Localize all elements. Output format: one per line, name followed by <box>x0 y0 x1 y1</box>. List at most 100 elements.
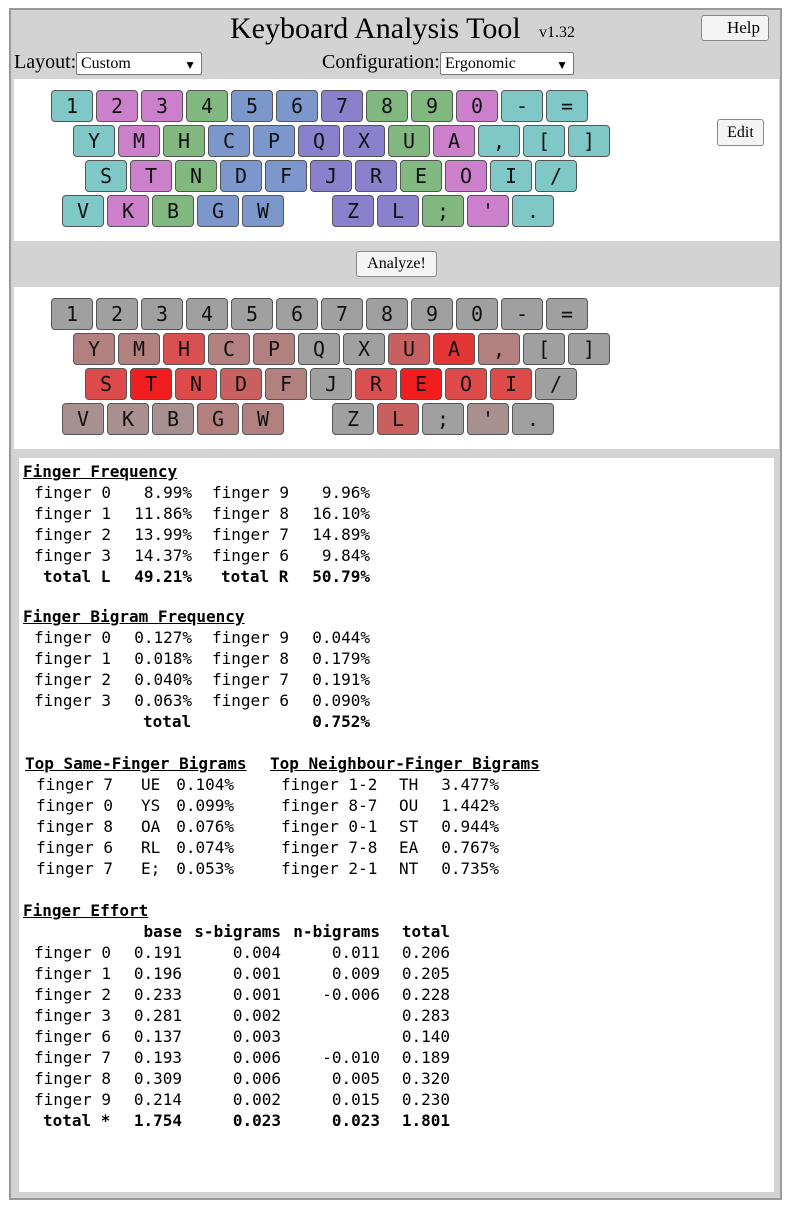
layout-key: 5 <box>231 90 273 122</box>
effort-column-header: n-bigrams <box>293 922 380 941</box>
bigram-total-value: 0.752% <box>312 712 370 731</box>
effort-value: 0.193 <box>133 1048 182 1067</box>
layout-key: W <box>242 195 284 227</box>
version-label: v1.32 <box>539 24 575 41</box>
heatmap-key: D <box>220 368 262 400</box>
effort-value: 0.015 <box>331 1090 380 1109</box>
layout-keyboard-panel: 1 2 3 4 5 6 7 8 9 0- = Y M H C P Q X U A,[] S T N D F J R E O I / V K B G W… <box>14 79 779 241</box>
effort-value: 0.011 <box>331 943 380 962</box>
help-button[interactable]: Help <box>701 15 769 41</box>
layout-key: U <box>388 125 430 157</box>
heatmap-key: P <box>253 333 295 365</box>
same-finger-label: finger 0 <box>36 796 114 815</box>
heatmap-key: ] <box>568 333 610 365</box>
layout-key: [ <box>523 125 565 157</box>
effort-value: 0.233 <box>133 985 182 1004</box>
effort-value: 0.206 <box>401 943 450 962</box>
finger-label: finger 0 <box>34 483 112 502</box>
layout-key: R <box>355 160 397 192</box>
heatmap-key: B <box>152 403 194 435</box>
edit-button[interactable]: Edit <box>717 119 764 146</box>
analyze-button[interactable]: Analyze! <box>356 251 437 277</box>
finger-label: finger 6 <box>34 1027 112 1046</box>
layout-key: 2 <box>96 90 138 122</box>
configuration-label: Configuration: <box>322 51 440 73</box>
configuration-select-value: Ergonomic <box>445 55 516 72</box>
layout-key: E <box>400 160 442 192</box>
bigram-total-label: total <box>143 712 192 731</box>
neighbour-finger-label: finger 7-8 <box>281 838 378 857</box>
bigram-value: 0.018% <box>134 649 192 668</box>
effort-value: 0.001 <box>232 985 281 1004</box>
heatmap-key: W <box>242 403 284 435</box>
frequency-value: 14.89% <box>312 525 370 544</box>
neighbour-finger-bigrams-title: Top Neighbour-Finger Bigrams <box>270 754 540 773</box>
finger-label: finger 3 <box>34 1006 112 1025</box>
layout-key: B <box>152 195 194 227</box>
chevron-down-icon: ▼ <box>184 58 196 72</box>
neighbour-finger-bigram: ST <box>399 817 419 836</box>
same-finger-bigram: RL <box>141 838 161 857</box>
layout-key: G <box>197 195 239 227</box>
same-finger-label: finger 7 <box>36 775 114 794</box>
layout-key: D <box>220 160 262 192</box>
heatmap-key: J <box>310 368 352 400</box>
heatmap-key: F <box>265 368 307 400</box>
same-finger-label: finger 6 <box>36 838 114 857</box>
heatmap-key: Z <box>332 403 374 435</box>
layout-key: ' <box>467 195 509 227</box>
effort-total-label: total * <box>43 1111 111 1130</box>
total-left-value: 49.21% <box>134 567 192 586</box>
layout-key: L <box>377 195 419 227</box>
layout-key: N <box>175 160 217 192</box>
layout-key: . <box>512 195 554 227</box>
heatmap-key: I <box>490 368 532 400</box>
neighbour-finger-value: 0.735% <box>441 859 499 878</box>
same-finger-value: 0.099% <box>176 796 234 815</box>
effort-value: 0.140 <box>401 1027 450 1046</box>
effort-column-header: total <box>401 922 450 941</box>
heatmap-key: = <box>546 298 588 330</box>
frequency-value: 9.84% <box>321 546 370 565</box>
effort-value: 0.189 <box>401 1048 450 1067</box>
neighbour-finger-value: 0.767% <box>441 838 499 857</box>
total-right-value: 50.79% <box>312 567 370 586</box>
heatmap-key: A <box>433 333 475 365</box>
effort-value: 0.137 <box>133 1027 182 1046</box>
finger-label: finger 0 <box>34 943 112 962</box>
heatmap-key: V <box>62 403 104 435</box>
bigram-value: 0.063% <box>134 691 192 710</box>
heatmap-key: 0 <box>456 298 498 330</box>
frequency-value: 13.99% <box>134 525 192 544</box>
heatmap-key: C <box>208 333 250 365</box>
heatmap-key: L <box>377 403 419 435</box>
layout-key: 3 <box>141 90 183 122</box>
same-finger-bigram: E; <box>141 859 161 878</box>
layout-key: F <box>265 160 307 192</box>
finger-label: finger 3 <box>34 691 112 710</box>
analysis-results: Finger Frequency finger 0 8.99% finger 9 9.… <box>19 458 774 1192</box>
neighbour-finger-value: 0.944% <box>441 817 499 836</box>
finger-label: finger 1 <box>34 964 112 983</box>
effort-value: 0.214 <box>133 1090 182 1109</box>
configuration-select[interactable]: Ergonomic ▼ <box>440 52 574 75</box>
finger-label: finger 2 <box>34 670 112 689</box>
layout-select[interactable]: Custom ▼ <box>76 52 202 75</box>
neighbour-finger-label: finger 2-1 <box>281 859 378 878</box>
effort-value: 0.196 <box>133 964 182 983</box>
finger-label: finger 9 <box>34 1090 112 1109</box>
app-title: Keyboard Analysis Tool <box>230 12 521 45</box>
same-finger-bigram: YS <box>141 796 161 815</box>
layout-select-value: Custom <box>81 55 131 72</box>
finger-label: finger 7 <box>212 525 290 544</box>
bigram-value: 0.191% <box>312 670 370 689</box>
layout-key: ] <box>568 125 610 157</box>
layout-key: / <box>535 160 577 192</box>
effort-total-value: 0.023 <box>232 1111 281 1130</box>
layout-key: Q <box>298 125 340 157</box>
frequency-value: 11.86% <box>134 504 192 523</box>
finger-label: finger 6 <box>212 691 290 710</box>
same-finger-value: 0.104% <box>176 775 234 794</box>
layout-key: 4 <box>186 90 228 122</box>
heatmap-key: T <box>130 368 172 400</box>
